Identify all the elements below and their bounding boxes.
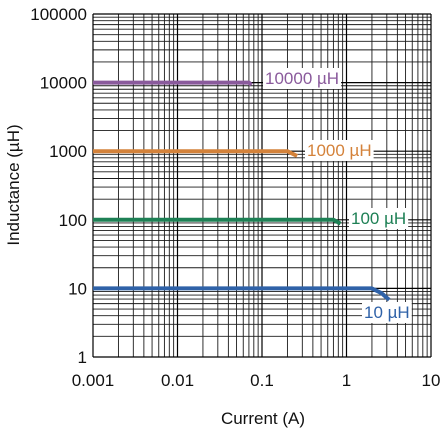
x-tick-label: 0.001: [72, 371, 115, 390]
y-tick-label: 100000: [30, 5, 87, 24]
y-tick-label: 1000: [49, 142, 87, 161]
tick-labels: 0.001 0.01 0.1 1 10 1 10 100 1000 10000 100000: [30, 5, 440, 390]
series-label: 100 µH: [351, 209, 406, 228]
series-label: 10000 µH: [265, 69, 339, 88]
series-label: 10 µH: [364, 303, 410, 322]
y-tick-label: 1: [78, 348, 87, 367]
series-label-background: [362, 302, 412, 323]
x-tick-label: 10: [422, 371, 441, 390]
x-tick-label: 0.01: [161, 371, 194, 390]
series-label-background: [305, 140, 374, 161]
y-axis-title: Inductance (µH): [4, 124, 23, 245]
x-axis-title: Current (A): [221, 409, 305, 428]
x-tick-label: 0.1: [250, 371, 274, 390]
series-lines: [93, 80, 391, 302]
series-line: [93, 80, 253, 87]
series-label-background: [263, 68, 342, 89]
series-label: 1000 µH: [307, 141, 372, 160]
series-line: [93, 149, 298, 158]
series-labels: 10000 µH 1000 µH 100 µH 10 µH: [263, 68, 412, 323]
series-line: [93, 217, 342, 226]
x-tick-label: 1: [342, 371, 351, 390]
y-tick-label: 100: [59, 211, 87, 230]
y-tick-label: 10000: [40, 74, 87, 93]
series-label-background: [349, 208, 409, 229]
grid: [92, 13, 432, 358]
y-tick-label: 10: [68, 279, 87, 298]
series-line: [93, 286, 391, 302]
